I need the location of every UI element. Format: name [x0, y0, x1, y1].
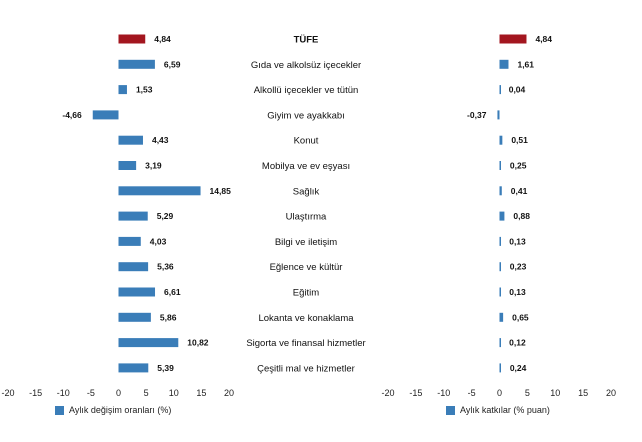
- left-x-tick-label: -15: [29, 388, 42, 398]
- left-bar-value-label: 1,53: [136, 85, 153, 95]
- right-x-tick-label: -15: [409, 388, 422, 398]
- legend-right: Aylık katkılar (% puan): [446, 405, 550, 415]
- right-bar-value-label: 0,41: [511, 186, 528, 196]
- right-x-tick-label: 5: [525, 388, 530, 398]
- left-bar-value-label: 5,36: [157, 262, 174, 272]
- left-bar-value-label: 6,59: [164, 59, 181, 69]
- left-bar: [118, 186, 201, 196]
- category-label: Eğlence ve kültür: [270, 262, 343, 273]
- category-label: TÜFE: [294, 35, 319, 46]
- left-bar: [118, 236, 141, 246]
- left-x-tick-label: -20: [1, 388, 14, 398]
- left-bar: [118, 262, 149, 272]
- right-bar-value-label: -0,37: [467, 110, 487, 120]
- right-bar-value-label: 0,04: [509, 85, 526, 95]
- left-bar-value-label: 4,03: [150, 236, 167, 246]
- right-bar: [499, 85, 501, 95]
- category-label: Ulaştırma: [286, 212, 327, 223]
- legend-left-swatch: [55, 405, 64, 415]
- left-bar-value-label: 14,85: [210, 186, 232, 196]
- right-bar: [499, 135, 503, 145]
- right-bar-value-label: 1,61: [517, 59, 534, 69]
- left-x-tick-label: 15: [196, 388, 206, 398]
- left-bar-value-label: 5,29: [157, 211, 174, 221]
- left-bar: [118, 85, 127, 95]
- right-bar-value-label: 0,23: [510, 262, 527, 272]
- category-label: Sigorta ve finansal hizmetler: [246, 338, 365, 349]
- right-bar: [499, 34, 527, 44]
- right-bar-value-label: 0,24: [510, 363, 527, 373]
- right-bar: [499, 211, 505, 221]
- left-x-tick-label: -5: [87, 388, 95, 398]
- right-bar-value-label: 0,88: [513, 211, 530, 221]
- left-bar-value-label: 4,84: [154, 34, 171, 44]
- left-bar-value-label: 6,61: [164, 287, 181, 297]
- category-label: Eğitim: [293, 288, 319, 299]
- right-bar-value-label: 0,13: [509, 287, 526, 297]
- left-bar-value-label: 5,39: [157, 363, 174, 373]
- right-bar-value-label: 0,51: [511, 135, 528, 145]
- right-bar: [499, 236, 501, 246]
- left-bar: [118, 338, 179, 348]
- left-bar: [118, 59, 155, 69]
- right-bar: [497, 110, 500, 120]
- legend-right-label: Aylık katkılar (% puan): [460, 405, 550, 415]
- category-label: Çeşitli mal ve hizmetler: [257, 363, 355, 374]
- legend-right-swatch: [446, 405, 455, 415]
- left-bar: [92, 110, 119, 120]
- right-bar: [499, 59, 509, 69]
- left-bar-value-label: 4,43: [152, 135, 169, 145]
- left-bar-value-label: -4,66: [62, 110, 82, 120]
- left-x-tick-label: 0: [116, 388, 121, 398]
- right-bar: [499, 262, 501, 272]
- category-label: Alkollü içecekler ve tütün: [254, 85, 359, 96]
- left-bar: [118, 363, 149, 373]
- category-label: Giyim ve ayakkabı: [267, 110, 345, 121]
- right-x-tick-label: -10: [437, 388, 450, 398]
- right-x-tick-label: -5: [468, 388, 476, 398]
- right-bar: [499, 287, 501, 297]
- right-bar-value-label: 0,65: [512, 312, 529, 322]
- left-x-tick-label: 10: [169, 388, 179, 398]
- left-x-tick-label: -10: [57, 388, 70, 398]
- right-bar: [499, 338, 501, 348]
- category-label: Konut: [294, 136, 319, 147]
- right-bar: [499, 186, 502, 196]
- right-bar: [499, 312, 504, 322]
- left-bar: [118, 211, 148, 221]
- left-bar-value-label: 3,19: [145, 161, 162, 171]
- left-bar: [118, 34, 146, 44]
- right-bar-value-label: 0,13: [509, 236, 526, 246]
- left-bar: [118, 312, 151, 322]
- right-x-tick-label: -20: [381, 388, 394, 398]
- category-label: Lokanta ve konaklama: [258, 313, 354, 324]
- right-x-tick-label: 15: [578, 388, 588, 398]
- right-bar-value-label: 4,84: [535, 34, 552, 44]
- right-bar-value-label: 0,12: [509, 338, 526, 348]
- right-x-tick-label: 20: [606, 388, 616, 398]
- left-x-tick-label: 20: [224, 388, 234, 398]
- right-x-tick-label: 0: [497, 388, 502, 398]
- right-x-tick-label: 10: [550, 388, 560, 398]
- category-label: Mobilya ve ev eşyası: [262, 161, 350, 172]
- left-bar: [118, 161, 137, 170]
- left-bar: [118, 135, 143, 145]
- left-bar-value-label: 10,82: [187, 338, 209, 348]
- legend-left-label: Aylık değişim oranları (%): [69, 405, 172, 415]
- right-bar: [499, 363, 501, 373]
- left-x-tick-label: 5: [144, 388, 149, 398]
- right-bar-value-label: 0,25: [510, 161, 527, 171]
- right-bar: [499, 161, 501, 170]
- category-label: Gıda ve alkolsüz içecekler: [251, 60, 361, 71]
- left-bar-value-label: 5,86: [160, 312, 177, 322]
- category-label: Sağlık: [293, 186, 320, 197]
- category-label: Bilgi ve iletişim: [275, 237, 337, 248]
- legend-left: Aylık değişim oranları (%): [55, 405, 171, 415]
- left-bar: [118, 287, 156, 297]
